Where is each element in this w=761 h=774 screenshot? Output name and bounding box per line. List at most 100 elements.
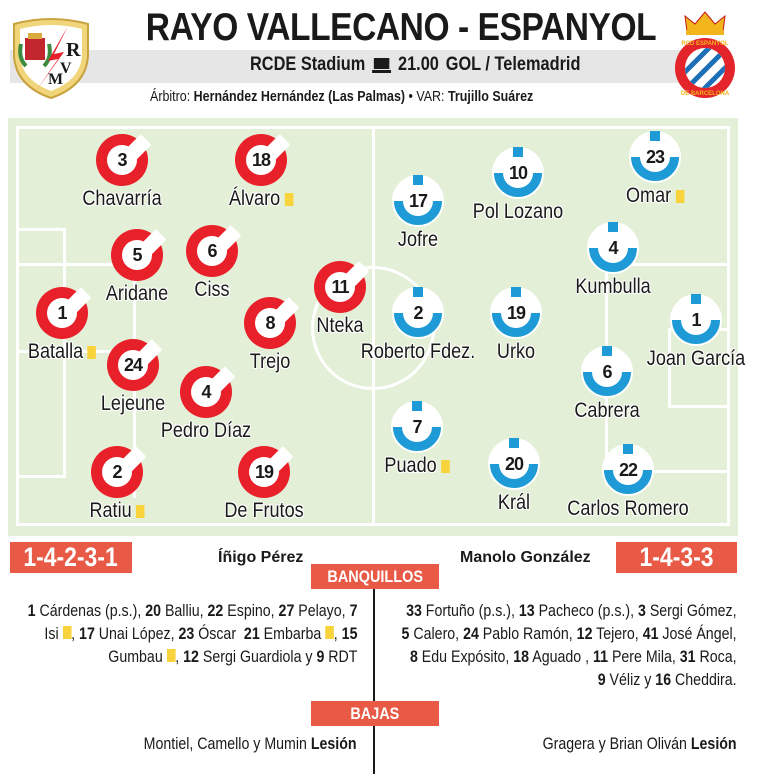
shirt-number: 23 — [640, 142, 670, 172]
player-name-text: Urko — [496, 340, 536, 363]
rayo-shirt-icon: 18 — [235, 134, 287, 186]
player-name: Urko — [497, 340, 535, 364]
goal-area-left-bottom — [16, 475, 66, 478]
match-info-bar — [10, 50, 716, 83]
goal-area-left-top — [16, 228, 66, 231]
player-name-text: De Frutos — [224, 499, 304, 522]
match-info: RCDE Stadium 21.00 GOL / Telemadrid — [250, 54, 594, 76]
svg-text:M: M — [48, 71, 63, 88]
player-name: Carlos Romero — [567, 497, 688, 521]
player-name-text: Álvaro — [228, 187, 281, 210]
bench-text: Fortuño (p.s.), — [422, 602, 520, 620]
home-absences-names: Montiel, Camello y Mumin — [144, 735, 308, 753]
player-name-text: Ciss — [194, 278, 230, 301]
bench-shirt-number: 7 — [349, 602, 357, 620]
home-coach: Íñigo Pérez — [218, 549, 304, 566]
bench-text: Balliu, — [160, 602, 208, 620]
player-name: Ciss — [194, 278, 229, 302]
shirt-number: 6 — [592, 357, 622, 387]
var-name: Trujillo Suárez — [448, 89, 534, 105]
player-name-text: Batalla — [27, 340, 84, 363]
home-absence-reason: Lesión — [311, 735, 357, 753]
shirt-number: 18 — [246, 145, 276, 175]
away-bench-list: 33 Fortuño (p.s.), 13 Pacheco (p.s.), 3 … — [347, 600, 737, 692]
bench-shirt-number: 13 — [519, 602, 536, 620]
bench-shirt-number: 12 — [577, 625, 593, 643]
penalty-area-right-top — [605, 263, 730, 266]
player-name: Pol Lozano — [473, 200, 563, 224]
bench-text: Pacheco (p.s.), — [535, 602, 639, 620]
bench-text: Embarba — [259, 625, 325, 643]
shirt-number: 24 — [118, 350, 148, 380]
player-name: Aridane — [106, 282, 168, 306]
player-name-text: Pedro Díaz — [160, 419, 252, 442]
bench-text: , — [333, 625, 342, 643]
rayo-shirt-icon: 1 — [36, 287, 88, 339]
bench-text: Tejero, — [592, 625, 644, 643]
away-formation: 1-4-3-3 — [639, 542, 714, 572]
bench-shirt-number: 23 — [177, 625, 194, 643]
rayo-shirt-icon: 6 — [186, 225, 238, 277]
rayo-shirt-icon: 19 — [238, 446, 290, 498]
shirt-number: 19 — [249, 457, 279, 487]
shirt-number: 3 — [107, 145, 137, 175]
player-name: Cabrera — [574, 399, 639, 423]
svg-text:R: R — [66, 39, 81, 61]
esp-shirt-icon: 23 — [629, 131, 681, 183]
bench-shirt-number: 20 — [144, 602, 161, 620]
var-label: VAR: — [416, 89, 445, 105]
penalty-area-right-bottom — [605, 470, 730, 473]
player-name: Jofre — [398, 228, 438, 252]
esp-shirt-icon: 1 — [670, 294, 722, 346]
bench-section-title: BANQUILLOS — [311, 564, 439, 589]
bench-shirt-number: 17 — [78, 625, 95, 643]
rayo-shirt-icon: 2 — [91, 446, 143, 498]
rayo-shirt-icon: 24 — [107, 339, 159, 391]
shirt-number: 8 — [255, 308, 285, 338]
shirt-number: 20 — [499, 449, 529, 479]
shirt-number: 1 — [681, 305, 711, 335]
bench-text: Roca, — [695, 648, 737, 666]
bench-text: Pere Mila, — [608, 648, 681, 666]
bench-text: Edu Expósito, — [418, 648, 514, 666]
shirt-number: 17 — [403, 186, 433, 216]
player-name-text: Nteka — [316, 314, 364, 337]
bench-shirt-number: 21 — [243, 625, 260, 643]
goal-line-right — [727, 126, 730, 526]
rayo-shirt-icon: 4 — [180, 366, 232, 418]
home-bench-list: 1 Cárdenas (p.s.), 20 Balliu, 22 Espino,… — [0, 600, 357, 669]
rayo-shirt-icon: 11 — [314, 261, 366, 313]
player-name: Omar — [626, 184, 685, 208]
bench-text: Pelayo, — [293, 602, 350, 620]
bench-line: 9 Véliz y 16 Cheddira. — [402, 669, 737, 692]
bench-shirt-number: 11 — [593, 648, 609, 666]
bench-line: Gumbau , 12 Sergi Guardiola y 9 RDT — [27, 646, 357, 669]
bench-text: Unai López, — [94, 625, 178, 643]
goal-line-left — [16, 126, 19, 526]
player-name: Pedro Díaz — [161, 419, 251, 443]
bench-text: Óscar — [193, 625, 244, 643]
bench-shirt-number: 24 — [463, 625, 480, 643]
player-name-text: Cabrera — [574, 399, 640, 422]
bench-text: José Ángel, — [658, 625, 737, 643]
player-name: Roberto Fdez. — [361, 340, 475, 364]
bench-line: 1 Cárdenas (p.s.), 20 Balliu, 22 Espino,… — [27, 600, 357, 623]
bench-shirt-number: 9 — [315, 648, 324, 666]
bench-shirt-number: 16 — [655, 671, 672, 689]
bench-text: RDT — [323, 648, 357, 666]
svg-text:V: V — [60, 60, 72, 77]
bench-text: Espino, — [222, 602, 279, 620]
stadium: RCDE Stadium — [250, 54, 366, 75]
shirt-number: 22 — [613, 455, 643, 485]
shirt-number: 11 — [325, 272, 355, 302]
player-name: Chavarría — [82, 187, 161, 211]
home-absences: Montiel, Camello y Mumin Lesión — [109, 733, 357, 756]
bench-text: Calero, — [409, 625, 464, 643]
yellow-card-icon — [675, 189, 685, 203]
shirt-number: 19 — [501, 298, 531, 328]
svg-text:RCD ESPANYOL: RCD ESPANYOL — [681, 41, 729, 47]
rayo-shirt-icon: 3 — [96, 134, 148, 186]
bench-text: Aguado , — [529, 648, 594, 666]
shirt-number: 4 — [191, 377, 221, 407]
player-name: Trejo — [250, 350, 290, 374]
